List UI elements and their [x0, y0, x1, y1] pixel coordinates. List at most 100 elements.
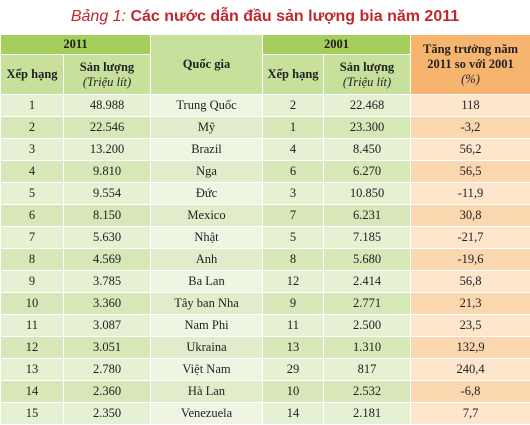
- rank-2011: 9: [0, 270, 64, 293]
- header-country: Quốc gia: [150, 34, 263, 95]
- rank-2011: 12: [0, 336, 64, 359]
- rank-2001: 13: [262, 336, 324, 359]
- title-label: Bảng 1:: [70, 8, 126, 25]
- rank-2001: 2: [262, 94, 324, 117]
- country: Mexico: [150, 204, 263, 227]
- output-2001: 2.414: [323, 270, 411, 293]
- table-row: 14 2.360 Hà Lan 10 2.532 -6,8: [0, 380, 530, 403]
- output-2011: 3.051: [63, 336, 151, 359]
- country: Hà Lan: [150, 380, 263, 403]
- growth: 240,4: [410, 358, 530, 381]
- output-2011: 22.546: [63, 116, 151, 139]
- header-rank: Xếp hạng: [262, 54, 324, 95]
- rank-2001: 8: [262, 248, 324, 271]
- output-2011: 9.810: [63, 160, 151, 183]
- output-2001: 2.500: [323, 314, 411, 337]
- rank-2001: 10: [262, 380, 324, 403]
- title-text: Các nước dẫn đầu sản lượng bia năm 2011: [130, 8, 460, 25]
- output-2001: 6.270: [323, 160, 411, 183]
- output-2001: 22.468: [323, 94, 411, 117]
- table-row: 8 4.569 Anh 8 5.680 -19,6: [0, 248, 530, 271]
- rank-2011: 15: [0, 402, 64, 425]
- growth: 23,5: [410, 314, 530, 337]
- output-2011: 4.569: [63, 248, 151, 271]
- growth: -6,8: [410, 380, 530, 403]
- rank-2001: 11: [262, 314, 324, 337]
- country: Mỹ: [150, 116, 263, 139]
- table-row: 13 2.780 Việt Nam 29 817 240,4: [0, 358, 530, 381]
- country: Việt Nam: [150, 358, 263, 381]
- growth: -21,7: [410, 226, 530, 249]
- output-2011: 2.350: [63, 402, 151, 425]
- rank-2001: 7: [262, 204, 324, 227]
- country: Ukraina: [150, 336, 263, 359]
- rank-2011: 3: [0, 138, 64, 161]
- rank-2011: 4: [0, 160, 64, 183]
- country: Nga: [150, 160, 263, 183]
- output-unit: (Triệu lít): [82, 74, 132, 89]
- rank-2001: 4: [262, 138, 324, 161]
- table-row: 5 9.554 Đức 3 10.850 -11,9: [0, 182, 530, 205]
- country: Brazil: [150, 138, 263, 161]
- growth: 7,7: [410, 402, 530, 425]
- table-row: 11 3.087 Nam Phi 11 2.500 23,5: [0, 314, 530, 337]
- output-2011: 2.360: [63, 380, 151, 403]
- output-2001: 817: [323, 358, 411, 381]
- rank-2001: 5: [262, 226, 324, 249]
- output-2011: 5.630: [63, 226, 151, 249]
- growth: 132,9: [410, 336, 530, 359]
- table-row: 12 3.051 Ukraina 13 1.310 132,9: [0, 336, 530, 359]
- country: Nam Phi: [150, 314, 263, 337]
- growth: -11,9: [410, 182, 530, 205]
- country: Đức: [150, 182, 263, 205]
- growth: 30,8: [410, 204, 530, 227]
- output-2011: 3.087: [63, 314, 151, 337]
- rank-2001: 14: [262, 402, 324, 425]
- rank-2011: 13: [0, 358, 64, 381]
- table-row: 6 8.150 Mexico 7 6.231 30,8: [0, 204, 530, 227]
- title: Bảng 1: Các nước dẫn đầu sản lượng bia n…: [0, 0, 530, 34]
- country: Venezuela: [150, 402, 263, 425]
- growth: 21,3: [410, 292, 530, 315]
- table: 2011 Quốc gia 2001 Tăng trưởng năm 2011 …: [0, 34, 530, 425]
- output-2001: 7.185: [323, 226, 411, 249]
- table-row: 7 5.630 Nhật 5 7.185 -21,7: [0, 226, 530, 249]
- header-output: Sản lượng (Triệu lít): [63, 54, 151, 95]
- country: Trung Quốc: [150, 94, 263, 117]
- output-2001: 10.850: [323, 182, 411, 205]
- table-row: 9 3.785 Ba Lan 12 2.414 56,8: [0, 270, 530, 293]
- table-row: 3 13.200 Brazil 4 8.450 56,2: [0, 138, 530, 161]
- rank-2011: 7: [0, 226, 64, 249]
- rank-2011: 8: [0, 248, 64, 271]
- country: Anh: [150, 248, 263, 271]
- growth: 56,2: [410, 138, 530, 161]
- output-2011: 8.150: [63, 204, 151, 227]
- rank-2011: 2: [0, 116, 64, 139]
- output-2011: 3.785: [63, 270, 151, 293]
- rank-2011: 14: [0, 380, 64, 403]
- header-2011: 2011: [0, 34, 151, 55]
- growth: 56,5: [410, 160, 530, 183]
- rank-2011: 6: [0, 204, 64, 227]
- growth-text: Tăng trưởng năm 2011 so với 2001: [423, 42, 518, 71]
- output-2001: 1.310: [323, 336, 411, 359]
- growth: 56,8: [410, 270, 530, 293]
- table-row: 4 9.810 Nga 6 6.270 56,5: [0, 160, 530, 183]
- output-2011: 9.554: [63, 182, 151, 205]
- table-body: 1 48.988 Trung Quốc 2 22.468 118 2 22.546 Mỹ 1 23.…: [0, 94, 530, 425]
- rank-2001: 1: [262, 116, 324, 139]
- output-2001: 8.450: [323, 138, 411, 161]
- output-2011: 2.780: [63, 358, 151, 381]
- table-row: 10 3.360 Tây ban Nha 9 2.771 21,3: [0, 292, 530, 315]
- rank-2011: 1: [0, 94, 64, 117]
- output-2011: 48.988: [63, 94, 151, 117]
- rank-2001: 29: [262, 358, 324, 381]
- rank-2011: 10: [0, 292, 64, 315]
- output-2001: 23.300: [323, 116, 411, 139]
- header-rank: Xếp hạng: [0, 54, 64, 95]
- table-row: 1 48.988 Trung Quốc 2 22.468 118: [0, 94, 530, 117]
- growth-unit: (%): [461, 72, 480, 86]
- output-unit: (Triệu lít): [342, 74, 392, 89]
- growth: -3,2: [410, 116, 530, 139]
